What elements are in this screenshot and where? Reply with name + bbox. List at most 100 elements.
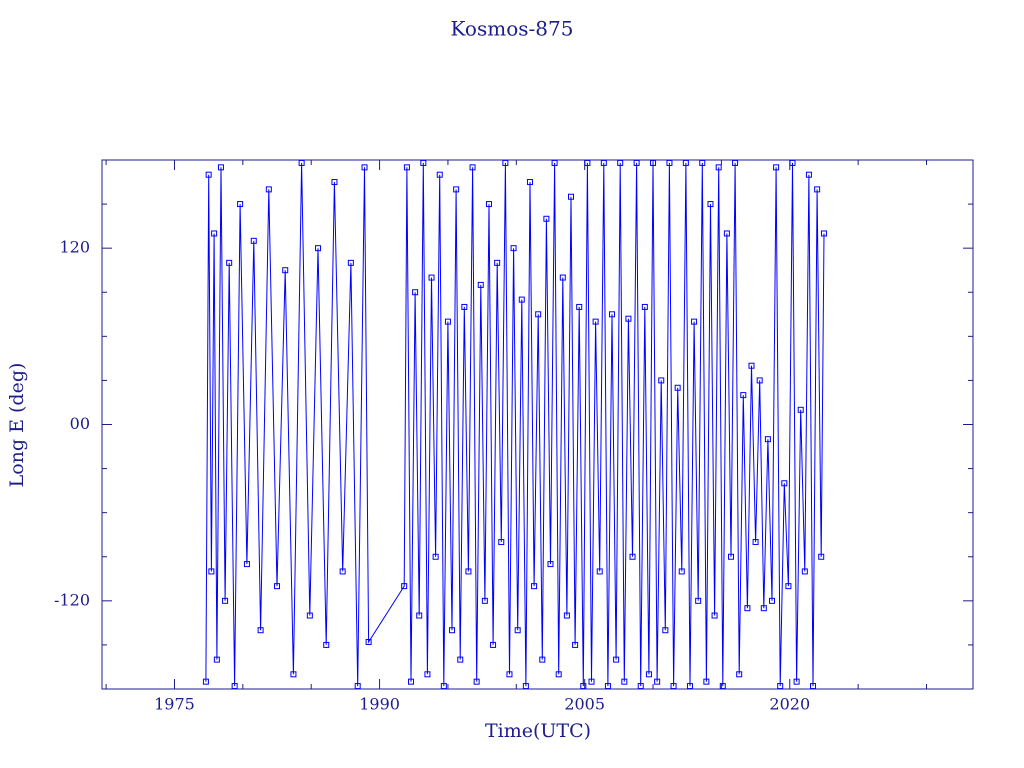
data-point (820, 230, 827, 237)
data-point (604, 683, 611, 690)
data-point (490, 641, 497, 648)
y-tick-label: 120 (59, 238, 90, 257)
data-point (781, 480, 788, 487)
data-point (785, 583, 792, 590)
data-point (526, 179, 533, 186)
data-point (306, 612, 313, 619)
data-point (568, 193, 574, 200)
data-point (461, 303, 468, 310)
data-point (629, 553, 636, 560)
data-point (756, 377, 763, 384)
data-point (637, 683, 644, 690)
data-point (584, 159, 591, 166)
data-point (588, 678, 595, 685)
data-point (682, 159, 689, 166)
data-point (703, 678, 710, 685)
data-point (222, 597, 229, 604)
data-point (449, 627, 456, 634)
data-point (440, 683, 447, 690)
data-point (793, 678, 800, 685)
data-point (592, 318, 599, 325)
data-point (535, 311, 542, 318)
data-point (744, 605, 751, 612)
data-point (539, 656, 546, 663)
data-point (777, 683, 784, 690)
data-point (473, 678, 480, 685)
data-point (814, 186, 821, 193)
data-point (412, 289, 419, 296)
data-point (555, 671, 562, 678)
data-point (498, 539, 505, 546)
data-point (617, 159, 624, 166)
data-point (323, 641, 330, 648)
data-point (666, 159, 673, 166)
data-point (428, 274, 435, 281)
data-point (290, 671, 297, 678)
y-tick-label: -120 (54, 590, 90, 609)
plot-frame (101, 159, 974, 690)
data-point (650, 159, 657, 166)
data-point (408, 678, 415, 685)
data-point (237, 201, 244, 208)
data-point (436, 171, 443, 178)
x-tick-label: 2020 (769, 695, 810, 714)
data-point (432, 553, 439, 560)
data-point (736, 671, 743, 678)
data-point (715, 164, 722, 171)
data-point (315, 245, 322, 252)
data-point (707, 201, 714, 208)
data-point (494, 259, 501, 266)
data-point (477, 281, 484, 288)
data-point (465, 568, 472, 575)
data-point (202, 678, 209, 685)
data-point (732, 159, 739, 166)
data-point (654, 678, 661, 685)
data-point (361, 164, 368, 171)
data-point (760, 605, 767, 612)
data-point (559, 274, 566, 281)
data-point (719, 683, 726, 690)
data-point (621, 678, 628, 685)
data-point (217, 164, 224, 171)
x-axis-label: Time(UTC) (485, 720, 591, 742)
data-point (444, 318, 451, 325)
data-point (506, 671, 513, 678)
data-point (752, 539, 759, 546)
data-point (208, 568, 215, 575)
data-point (670, 683, 677, 690)
data-point (339, 568, 346, 575)
data-point (205, 171, 212, 178)
data-point (658, 377, 665, 384)
data-point (274, 583, 281, 590)
data-point (633, 159, 640, 166)
data-point (231, 683, 238, 690)
data-point (543, 215, 550, 222)
data-point (211, 230, 218, 237)
data-point (727, 553, 734, 560)
data-point (674, 384, 681, 391)
data-point (789, 159, 796, 166)
data-point (748, 362, 755, 369)
chart-title: Kosmos-875 (451, 17, 574, 41)
data-point (801, 568, 808, 575)
data-point (522, 683, 529, 690)
data-point (551, 159, 558, 166)
x-tick-label: 1975 (154, 695, 195, 714)
data-point (596, 568, 603, 575)
data-point (699, 159, 706, 166)
data-point (347, 259, 354, 266)
data-point (662, 627, 669, 634)
data-point (365, 638, 372, 645)
data-point (416, 612, 423, 619)
data-point (572, 641, 579, 648)
data-point (580, 683, 587, 690)
data-point (691, 318, 698, 325)
data-point (625, 315, 632, 322)
y-axis-label: Long E (deg) (6, 363, 28, 488)
data-point (401, 583, 408, 590)
data-point (600, 159, 607, 166)
data-point (613, 656, 620, 663)
data-point (485, 201, 492, 208)
data-point (563, 612, 570, 619)
